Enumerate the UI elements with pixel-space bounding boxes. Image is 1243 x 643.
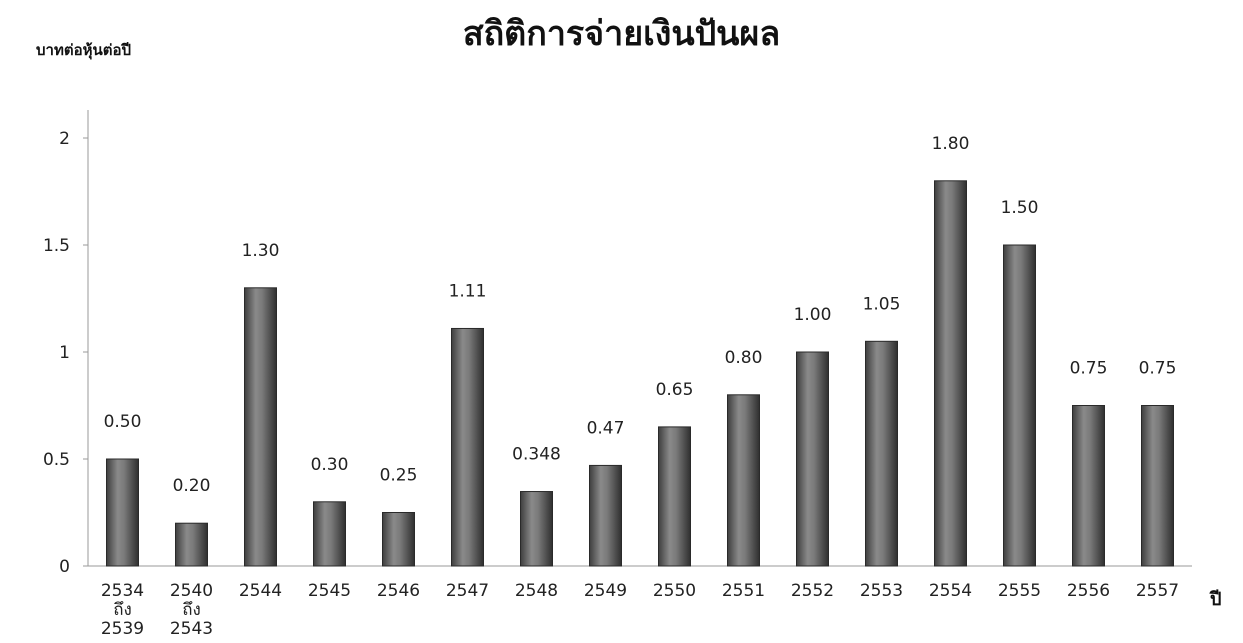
data-label: 0.75: [1139, 359, 1177, 379]
bar: [520, 491, 553, 567]
data-label: 0.65: [656, 380, 694, 400]
x-tick-label: 2546: [377, 581, 420, 601]
y-tick-label: 1: [59, 343, 70, 363]
bar: [727, 394, 760, 567]
x-tick-label: 2551: [722, 581, 765, 601]
data-label: 0.30: [311, 455, 349, 475]
x-tick-label: 2552: [791, 581, 834, 601]
x-tick-label: 2553: [860, 581, 903, 601]
data-label: 0.20: [173, 476, 211, 496]
bar: [658, 426, 691, 567]
x-tick-label: ถึง: [182, 600, 201, 620]
bar: [313, 501, 346, 567]
chart-title: สถิติการจ่ายเงินปันผล: [462, 14, 781, 54]
data-label: 0.47: [587, 418, 625, 438]
x-tick-label: 2549: [584, 581, 627, 601]
data-label: 1.00: [794, 305, 832, 325]
y-tick-label: 0.5: [43, 450, 70, 470]
x-tick-label: 2540: [170, 581, 213, 601]
data-label: 0.25: [380, 466, 418, 486]
x-tick-label: 2534: [101, 581, 144, 601]
y-tick-label: 0: [59, 557, 70, 577]
y-tick-label: 2: [59, 129, 70, 149]
x-tick-label: 2547: [446, 581, 489, 601]
bar: [1141, 405, 1174, 567]
data-label: 1.05: [863, 294, 901, 314]
x-tick-label: 2548: [515, 581, 558, 601]
bar: [244, 287, 277, 567]
data-label: 0.80: [725, 348, 763, 368]
bar: [382, 512, 415, 567]
x-tick-label: 2557: [1136, 581, 1179, 601]
x-tick-label: 2550: [653, 581, 696, 601]
x-tick-label: 2544: [239, 581, 282, 601]
x-axis-label: ปี: [1210, 589, 1222, 610]
x-tick-label: 2556: [1067, 581, 1110, 601]
bar: [1003, 244, 1036, 567]
x-tick-label: 2554: [929, 581, 972, 601]
x-tick-label: ถึง: [113, 600, 132, 620]
bar: [175, 522, 208, 567]
data-label: 0.348: [512, 445, 561, 465]
x-tick-label: 2545: [308, 581, 351, 601]
bar: [865, 340, 898, 567]
x-tick-label: 2539: [101, 619, 144, 639]
data-label: 0.75: [1070, 359, 1108, 379]
x-tick-label: 2543: [170, 619, 213, 639]
data-label: 0.50: [104, 412, 142, 432]
bar: [1072, 405, 1105, 567]
y-axis-label: บาทต่อหุ้นต่อปี: [36, 41, 131, 59]
data-label: 1.80: [932, 134, 970, 154]
y-tick-label: 1.5: [43, 236, 70, 256]
bar: [106, 458, 139, 567]
data-label: 1.30: [242, 241, 280, 261]
data-label: 1.11: [449, 281, 487, 301]
bar: [934, 180, 967, 567]
x-tick-label: 2555: [998, 581, 1041, 601]
bar: [589, 464, 622, 567]
data-label: 1.50: [1001, 198, 1039, 218]
bar: [796, 351, 829, 567]
bar: [451, 327, 484, 567]
